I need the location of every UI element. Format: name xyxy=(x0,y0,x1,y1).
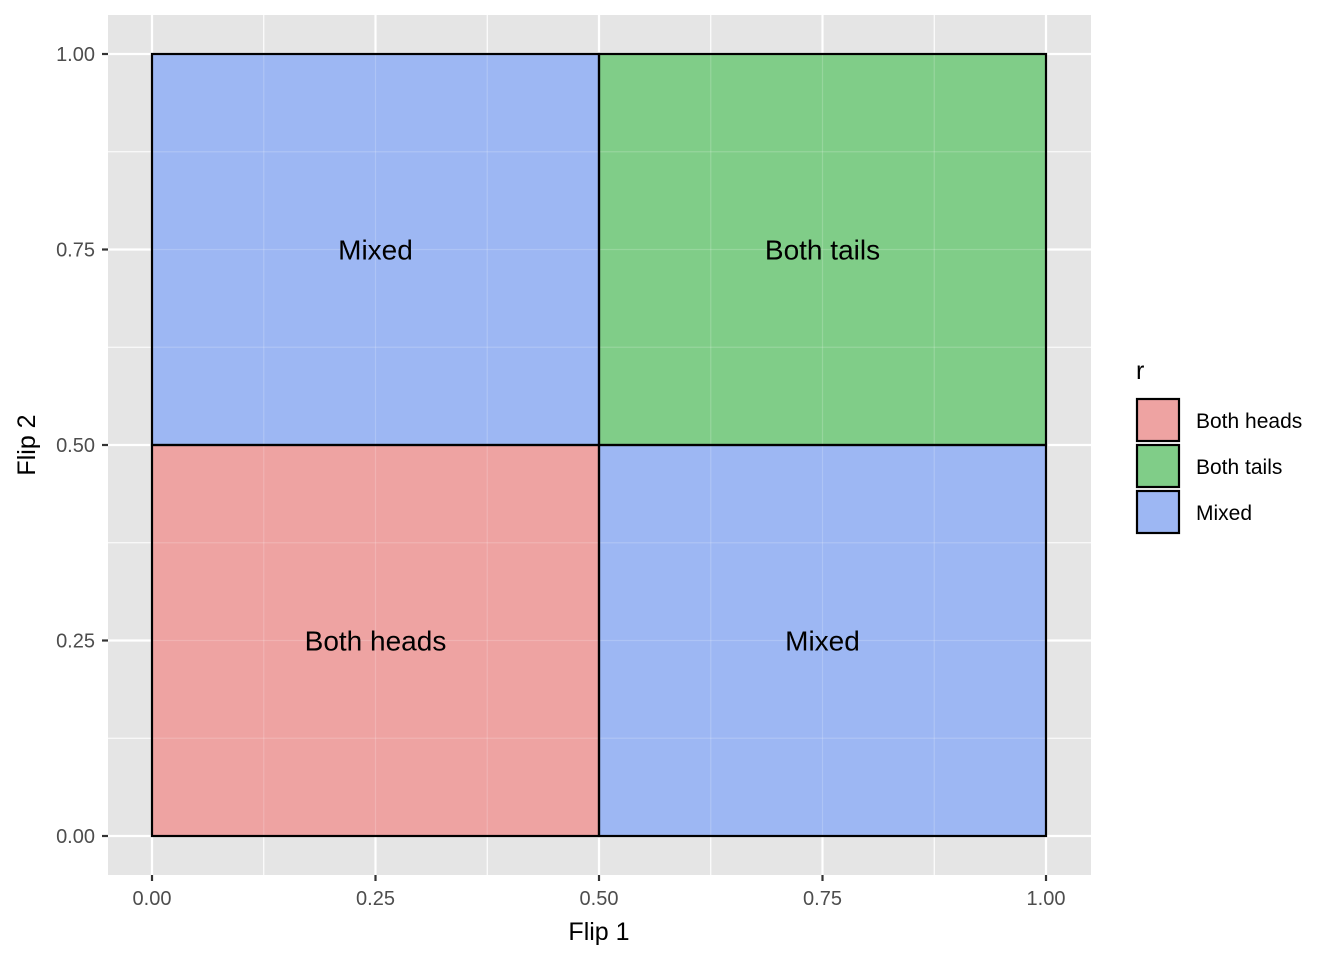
tile-label: Mixed xyxy=(338,235,413,266)
legend-key-mixed xyxy=(1135,489,1181,535)
tile-both-tails xyxy=(599,54,1046,445)
x-tick-label: 0.25 xyxy=(356,888,395,910)
tile-label: Both tails xyxy=(765,235,880,266)
tile-borders xyxy=(150,52,1048,838)
legend-key-both-tails xyxy=(1135,443,1181,489)
tile-label: Both heads xyxy=(305,626,447,657)
legend: r Both heads Both tails Mixed xyxy=(1135,357,1302,535)
legend-title: r xyxy=(1136,357,1144,385)
x-axis: 0.00 0.25 0.50 0.75 1.00 xyxy=(133,875,1066,910)
y-tick-label: 0.25 xyxy=(56,631,95,653)
y-tick-label: 0.00 xyxy=(56,826,95,848)
x-axis-title: Flip 1 xyxy=(568,918,629,946)
tile-mixed xyxy=(599,445,1046,836)
tile-border xyxy=(597,52,1048,447)
tile-label: Mixed xyxy=(785,626,860,657)
y-axis-title: Flip 2 xyxy=(13,414,41,475)
x-tick-label: 0.00 xyxy=(133,888,172,910)
x-tick-label: 1.00 xyxy=(1027,888,1066,910)
tiles xyxy=(152,54,1046,836)
tile-both-heads xyxy=(152,445,599,836)
x-tick-label: 0.50 xyxy=(580,888,619,910)
legend-label: Both tails xyxy=(1196,456,1282,479)
legend-key-both-heads xyxy=(1135,397,1181,443)
x-tick-label: 0.75 xyxy=(803,888,842,910)
tile-mixed xyxy=(152,54,599,445)
y-tick-label: 0.75 xyxy=(56,240,95,262)
y-tick-label: 0.50 xyxy=(56,435,95,457)
legend-label: Mixed xyxy=(1196,502,1252,525)
y-tick-label: 1.00 xyxy=(56,44,95,66)
legend-label: Both heads xyxy=(1196,410,1302,433)
y-axis: 0.00 0.25 0.50 0.75 1.00 xyxy=(56,44,108,848)
tile-labels: Both heads Mixed Mixed Both tails xyxy=(305,235,880,657)
